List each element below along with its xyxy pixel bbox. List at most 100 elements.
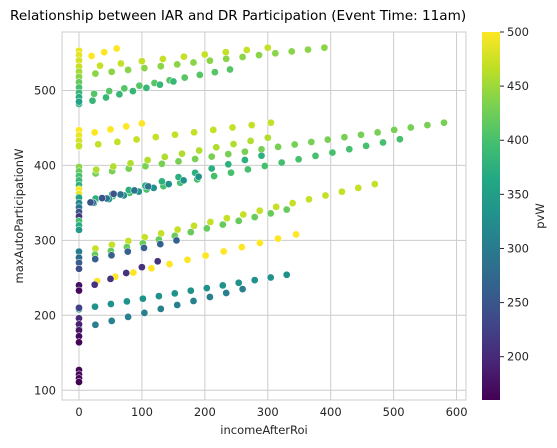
data-point: [151, 133, 160, 141]
colorbar-tick-label: 400: [507, 133, 529, 147]
data-point: [164, 180, 173, 188]
data-point: [210, 172, 218, 180]
data-point: [105, 87, 114, 95]
data-point: [75, 303, 83, 312]
data-point: [113, 138, 122, 146]
data-point: [91, 302, 99, 311]
data-point: [124, 313, 132, 321]
data-point: [255, 206, 264, 215]
colorbar-tick-label: 350: [507, 187, 529, 201]
data-point: [186, 286, 195, 295]
data-point: [201, 251, 210, 260]
data-point: [321, 191, 330, 200]
data-point: [88, 96, 97, 105]
data-point: [211, 68, 219, 77]
data-point: [115, 90, 124, 99]
data-point: [406, 123, 415, 132]
data-point: [132, 135, 141, 144]
data-point: [194, 172, 203, 181]
data-point: [191, 155, 199, 163]
data-point: [173, 225, 182, 234]
data-point: [209, 126, 218, 134]
data-point: [246, 137, 255, 145]
y-axis-label: maxAutoParticipationW: [12, 149, 26, 284]
x-tick-label: 100: [131, 405, 153, 419]
data-point: [158, 177, 166, 186]
data-point: [165, 260, 174, 268]
y-tick-label: 400: [34, 158, 56, 172]
data-point: [373, 128, 382, 137]
x-tick-label: 300: [257, 405, 279, 419]
x-tick-label: 500: [383, 405, 405, 419]
data-point: [222, 289, 231, 297]
data-point: [106, 125, 115, 134]
data-point: [244, 165, 252, 174]
data-point: [172, 236, 181, 245]
data-point: [260, 162, 269, 170]
data-point: [266, 273, 275, 282]
data-point: [156, 62, 165, 71]
data-point: [109, 162, 118, 171]
data-point: [266, 209, 275, 218]
data-point: [138, 119, 146, 128]
data-point: [290, 140, 299, 149]
data-point: [200, 50, 209, 59]
data-point: [171, 130, 179, 139]
data-point: [277, 158, 286, 167]
data-point: [156, 305, 165, 313]
y-tick-label: 300: [34, 233, 56, 247]
colorbar-tick-label: 250: [507, 296, 529, 310]
data-point: [304, 45, 312, 54]
data-point: [263, 43, 272, 52]
data-point: [257, 151, 266, 160]
data-point: [440, 118, 448, 127]
data-point: [218, 220, 227, 229]
data-point: [156, 240, 165, 248]
data-point: [75, 142, 83, 150]
data-point: [91, 320, 100, 329]
data-point: [190, 128, 198, 137]
data-point: [239, 210, 248, 219]
data-point: [140, 309, 149, 317]
data-point: [129, 87, 137, 95]
data-point: [179, 176, 188, 185]
data-point: [75, 338, 83, 347]
data-point: [379, 138, 387, 147]
y-tick-label: 100: [34, 383, 56, 397]
data-point: [144, 182, 153, 191]
data-point: [247, 121, 256, 129]
x-tick-label: 400: [320, 405, 342, 419]
data-point: [282, 205, 291, 214]
x-tick-label: 0: [75, 405, 82, 419]
data-point: [294, 155, 303, 164]
data-point: [219, 247, 228, 256]
data-point: [142, 84, 151, 92]
data-point: [140, 64, 149, 72]
data-points: [75, 43, 448, 386]
data-point: [190, 221, 198, 230]
plot-frame: [61, 31, 467, 401]
data-point: [186, 228, 195, 236]
data-point: [257, 145, 266, 154]
colorbar-tick-label: 200: [507, 350, 529, 364]
data-point: [117, 59, 125, 68]
data-point: [256, 239, 264, 247]
colorbar-tick-label: 450: [507, 79, 529, 93]
data-point: [345, 145, 354, 154]
data-point: [75, 97, 83, 106]
data-point: [106, 275, 115, 283]
data-point: [138, 263, 146, 272]
data-point: [180, 52, 188, 61]
chart-title: Relationship between IAR and DR Particip…: [10, 8, 466, 24]
data-point: [305, 195, 313, 204]
data-point: [282, 270, 291, 279]
x-axis-ticks: 0 100 200 300 400 500 600: [75, 405, 467, 419]
data-point: [86, 198, 95, 207]
data-point: [96, 61, 104, 70]
data-point: [130, 186, 139, 195]
data-point: [223, 214, 231, 223]
x-tick-label: 600: [446, 405, 468, 419]
data-point: [159, 55, 167, 63]
data-point: [170, 289, 179, 298]
data-point: [238, 285, 247, 293]
